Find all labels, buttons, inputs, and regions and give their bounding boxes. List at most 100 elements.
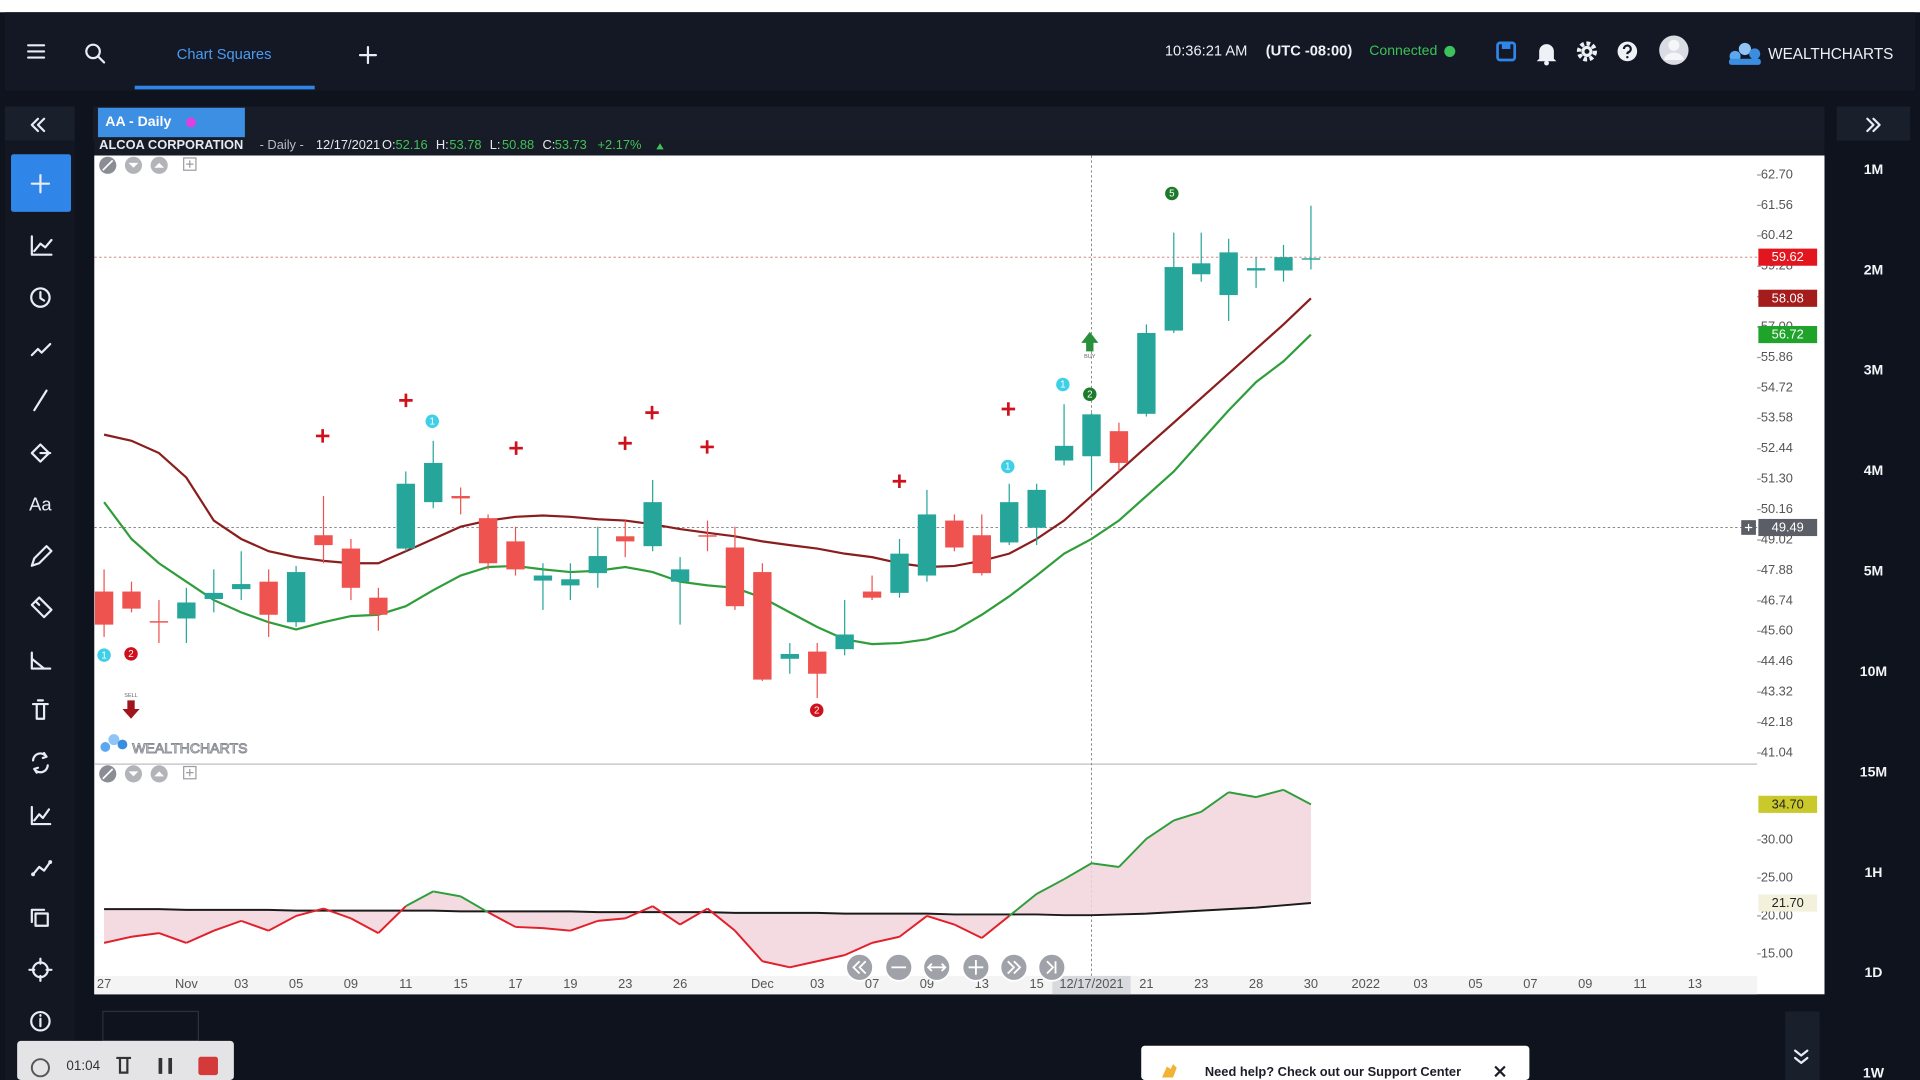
scroll-to-end[interactable] — [1037, 952, 1067, 982]
sync-tool[interactable] — [31, 751, 49, 774]
timeframe-button[interactable]: 2M — [1864, 261, 1884, 277]
search-button[interactable] — [85, 43, 106, 64]
zoom-out[interactable] — [884, 952, 914, 982]
text-tool[interactable]: Aa — [29, 494, 52, 515]
x-tick-label: 13 — [1688, 976, 1702, 991]
recorder-delete[interactable] — [116, 1056, 132, 1074]
help-button[interactable] — [1617, 41, 1638, 62]
osc-baseline — [104, 902, 1312, 917]
recorder-frame — [102, 1010, 199, 1042]
drawing-tools: Aa — [28, 235, 53, 1032]
osc-line-segment — [240, 919, 269, 932]
maximize-pane[interactable] — [183, 765, 197, 780]
candle-body — [1274, 257, 1293, 271]
delete-tool[interactable] — [31, 699, 49, 720]
notifications-button[interactable] — [1536, 44, 1557, 66]
shape-tool[interactable] — [30, 443, 52, 463]
move-up-icon — [154, 162, 165, 168]
candle-body — [725, 547, 745, 607]
candle-body — [1109, 431, 1129, 463]
candle-body — [835, 634, 854, 650]
hide-pane-icon — [102, 159, 114, 171]
x-tick-label: 30 — [1304, 976, 1318, 991]
chart-tab[interactable] — [97, 107, 245, 138]
timeframe-button[interactable]: 15M — [1860, 763, 1887, 779]
recorder-webcam[interactable] — [30, 1058, 50, 1078]
zoom-in[interactable] — [961, 952, 991, 982]
candle-body — [1246, 268, 1266, 271]
osc-line-segment — [624, 905, 654, 920]
price-tags: 59.62 58.08 56.72 49.49 34.70 21.70 — [1741, 248, 1818, 912]
timeframe-button[interactable]: 3M — [1864, 362, 1884, 378]
timeframe-button[interactable]: 10M — [1860, 663, 1887, 679]
timezone[interactable]: (UTC -08:00) — [1266, 43, 1353, 59]
osc-line-segment — [597, 917, 626, 922]
timeframe-button[interactable]: 1H — [1864, 864, 1882, 880]
help-banner[interactable] — [1141, 1045, 1530, 1080]
candle-body — [780, 653, 799, 659]
close-help[interactable] — [1494, 1065, 1506, 1078]
settings-button[interactable] — [1576, 41, 1598, 62]
scroll-down-button[interactable] — [1785, 1011, 1820, 1080]
price-tag — [1758, 248, 1818, 266]
line-tool[interactable] — [33, 389, 48, 412]
osc-line-segment — [323, 907, 352, 920]
osc-line-segment — [295, 907, 324, 917]
scroll-right-fast[interactable] — [999, 952, 1029, 982]
x-tick-label: Dec — [751, 976, 774, 991]
timeframe-button[interactable]: 5M — [1864, 563, 1884, 579]
left-toolbar — [4, 140, 75, 1080]
timeframe-button[interactable]: 1M — [1864, 161, 1884, 177]
interval-tool[interactable] — [30, 287, 51, 308]
y-tick-label: 52.44 — [1761, 440, 1793, 455]
signal-dot — [810, 703, 824, 717]
signal-label: 1 — [101, 650, 106, 661]
scroll-left-fast[interactable] — [845, 952, 874, 982]
workspace-tab[interactable]: Chart Squares — [177, 47, 272, 63]
candle-body — [753, 572, 772, 680]
signal-dot — [1083, 387, 1097, 402]
user-avatar[interactable] — [1659, 35, 1689, 65]
layout-tool[interactable] — [30, 908, 49, 927]
maximize-pane[interactable] — [183, 157, 197, 171]
osc-line-segment — [1173, 810, 1202, 822]
price-tag — [1758, 894, 1818, 912]
signal-label: 2 — [1087, 389, 1092, 400]
info-tool[interactable] — [30, 1010, 51, 1032]
x-axis-band — [94, 975, 1758, 995]
osc-line-segment — [405, 890, 434, 908]
price-tag — [1758, 795, 1818, 813]
chart-type-tool[interactable] — [30, 235, 53, 256]
signal-label: 2 — [814, 705, 819, 716]
indicator-tool[interactable] — [30, 805, 52, 826]
osc-line-segment — [515, 925, 543, 930]
candle-body — [616, 536, 635, 542]
clock: 10:36:21 AM — [1165, 43, 1247, 59]
move-down-icon — [128, 162, 139, 168]
sell-arrow — [122, 700, 140, 719]
osc-line-segment — [652, 905, 681, 926]
price-tag-label: 49.49 — [1772, 519, 1804, 534]
y-tick-label: 46.74 — [1761, 592, 1793, 607]
trend-tool[interactable] — [30, 342, 52, 357]
pattern-tool[interactable] — [31, 860, 52, 876]
reset-zoom[interactable] — [922, 952, 952, 982]
x-tick-label: 09 — [1578, 976, 1592, 991]
timeframe-button[interactable]: 1D — [1864, 964, 1882, 980]
x-tick-label: 15 — [1030, 976, 1044, 991]
candle-body — [506, 541, 525, 570]
menu-button[interactable] — [27, 44, 46, 59]
timeframe-button[interactable]: 4M — [1864, 462, 1884, 478]
angle-tool[interactable] — [30, 651, 52, 670]
recorder-pause[interactable] — [158, 1057, 173, 1074]
buy-label: BUY — [1084, 354, 1096, 360]
recorder-stop[interactable] — [198, 1056, 218, 1076]
osc-line-segment — [1091, 862, 1120, 868]
x-tick-label: 27 — [97, 976, 111, 991]
add-tab-button[interactable] — [358, 46, 378, 65]
save-button[interactable] — [1496, 41, 1517, 62]
brush-tool[interactable] — [30, 545, 53, 567]
timeframe-button[interactable]: 1W — [1863, 1065, 1885, 1080]
measure-tool[interactable] — [30, 596, 53, 619]
osc-line-segment — [789, 960, 818, 969]
